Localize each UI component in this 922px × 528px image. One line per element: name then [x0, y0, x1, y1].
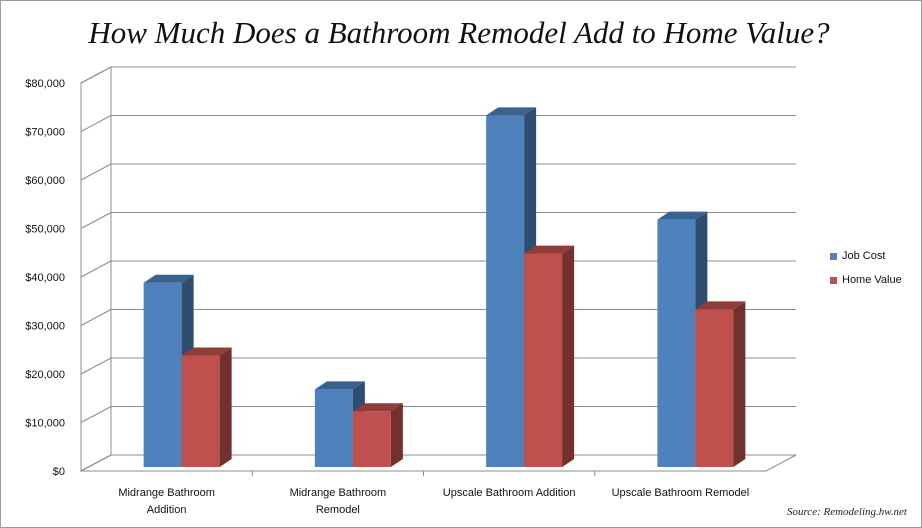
- bar-top: [352, 403, 403, 412]
- bar-home-value: [181, 355, 220, 467]
- bar-job-cost: [486, 115, 525, 467]
- legend-label-job-cost: Job Cost: [842, 250, 886, 262]
- y-tick-label: $70,000: [25, 127, 65, 139]
- gridline-depth: [80, 454, 112, 472]
- x-tick-label: Upscale Bathroom Addition: [443, 487, 576, 499]
- gridline-depth: [80, 309, 112, 326]
- bar-side: [390, 403, 403, 467]
- legend: Job Cost Home Value: [830, 244, 902, 292]
- y-tick-label: $0: [53, 466, 65, 478]
- legend-item-home-value: Home Value: [830, 268, 902, 292]
- y-tick-label: $80,000: [25, 78, 65, 90]
- bar-top: [486, 107, 537, 116]
- gridline-depth: [80, 115, 112, 132]
- x-tick-label: Remodel: [316, 504, 360, 516]
- legend-swatch-job-cost: [830, 252, 837, 260]
- legend-swatch-home-value: [830, 276, 837, 284]
- y-tick-label: $60,000: [25, 175, 65, 187]
- y-tick-label: $10,000: [25, 418, 65, 430]
- y-tick-label: $40,000: [25, 272, 65, 284]
- gridline-depth: [80, 260, 112, 278]
- x-tick-label: Midrange Bathroom: [290, 487, 387, 499]
- source-note: Source: Remodeling.hw.net: [786, 506, 907, 518]
- x-tick-label: Upscale Bathroom Remodel: [612, 487, 750, 499]
- bar-top: [695, 301, 746, 310]
- bar-side: [219, 347, 232, 467]
- y-tick-label: $50,000: [25, 224, 65, 236]
- bar-job-cost: [657, 219, 696, 467]
- y-tick-label: $30,000: [25, 321, 65, 333]
- bar-top: [314, 381, 365, 390]
- gridline-depth: [80, 212, 112, 229]
- gridline-depth: [80, 163, 112, 181]
- bar-home-value: [352, 411, 391, 467]
- gridline-depth: [80, 66, 112, 84]
- bar-top: [143, 274, 194, 283]
- bar-side: [733, 301, 746, 467]
- bar-side: [562, 245, 575, 467]
- gridline-depth: [80, 357, 112, 375]
- x-tick-label: Addition: [147, 504, 187, 516]
- y-tick-label: $20,000: [25, 369, 65, 381]
- gridline-depth: [80, 406, 112, 423]
- legend-item-job-cost: Job Cost: [830, 244, 902, 268]
- bar-top: [524, 245, 575, 254]
- chart-title: How Much Does a Bathroom Remodel Add to …: [88, 15, 830, 50]
- bar-top: [181, 347, 232, 356]
- legend-label-home-value: Home Value: [842, 274, 902, 286]
- bar-job-cost: [143, 282, 182, 467]
- bar-job-cost: [314, 389, 353, 467]
- bar-home-value: [524, 253, 563, 467]
- bar-home-value: [695, 309, 734, 467]
- x-tick-label: Midrange Bathroom: [118, 487, 215, 499]
- bar-top: [657, 211, 708, 220]
